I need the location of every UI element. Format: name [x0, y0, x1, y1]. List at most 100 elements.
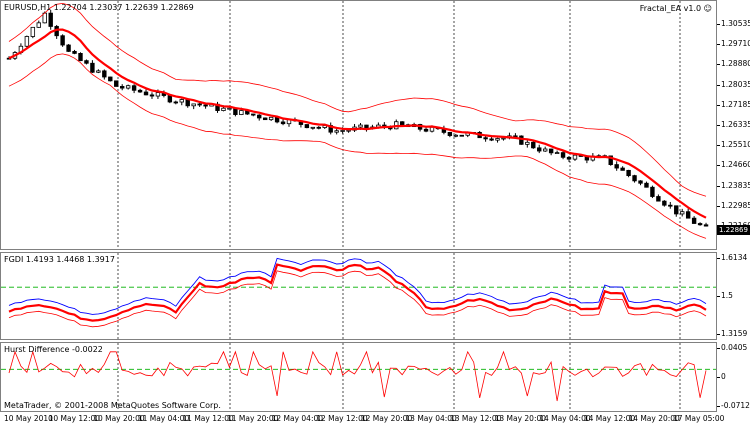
candle-body — [257, 114, 262, 119]
fgdi-upper-line — [8, 257, 707, 315]
time-tick-label: 17 May 05:00 — [673, 414, 725, 423]
candle-body — [459, 134, 464, 137]
fgdi-indicator-pane[interactable]: FGDI 1.4193 1.4468 1.3917 — [0, 252, 717, 340]
candle-body — [620, 167, 625, 171]
candle-body — [125, 85, 131, 89]
candle-body — [191, 103, 196, 107]
axis-tick-label: 1.28880 — [716, 59, 750, 68]
expert-advisor-label: Fractal_EA v1.0 ☺ — [640, 4, 712, 13]
candle-body — [644, 182, 649, 188]
time-tick-label: 11 May 20:00 — [227, 414, 279, 423]
hurst-label: Hurst Difference -0.0022 — [4, 345, 103, 354]
candle-body — [227, 107, 232, 110]
price-chart-pane[interactable]: EURUSD,H1 1.22704 1.23037 1.22639 1.2286… — [0, 0, 717, 250]
time-tick-label: 13 May 20:00 — [494, 414, 547, 423]
candle-body — [179, 99, 184, 103]
candle-body — [96, 70, 101, 73]
candle-body — [453, 134, 459, 137]
candle-body — [626, 169, 631, 177]
candle-body — [662, 200, 667, 206]
axis-tick-label: 1.6134 — [716, 253, 748, 262]
axis-tick-label: 1.24660 — [716, 160, 750, 169]
axis-tick-label: 1.26335 — [716, 120, 750, 129]
candle-body — [66, 44, 71, 52]
fgdi-lower-line — [8, 270, 707, 328]
axis-tick-label: 1.25510 — [716, 140, 750, 149]
candle-body — [542, 148, 548, 152]
fgdi-chart-canvas — [1, 253, 716, 339]
candle-body — [560, 152, 566, 158]
hurst-indicator-pane[interactable]: Hurst Difference -0.0022 MetaTrader, © 2… — [0, 342, 717, 412]
fgdi-axis: 1.6134 1.5 1.3159 — [716, 252, 750, 340]
candle-body — [48, 12, 53, 27]
candle-body — [340, 130, 345, 132]
candle-body — [119, 86, 125, 89]
candle-body — [334, 130, 339, 133]
copyright-text: MetaTrader, © 2001-2008 MetaQuotes Softw… — [4, 401, 221, 410]
candle-body — [102, 70, 107, 78]
candle-body — [90, 62, 95, 73]
candle-body — [548, 148, 554, 154]
smiley-icon: ☺ — [703, 4, 712, 13]
candle-body — [167, 95, 173, 103]
candle-body — [24, 36, 30, 47]
candle-body — [316, 126, 321, 129]
candle-body — [78, 53, 83, 62]
candle-body — [268, 116, 274, 121]
time-tick-label: 12 May 20:00 — [360, 414, 413, 423]
candle-body — [614, 164, 619, 169]
candle-body — [668, 204, 673, 207]
axis-tick-label: 1.22985 — [716, 201, 750, 210]
candle-body — [36, 22, 41, 28]
candle-body — [566, 156, 572, 160]
candle-body — [638, 180, 643, 184]
time-tick-label: 14 May 12:00 — [583, 414, 636, 423]
candle-body — [358, 124, 363, 128]
candle-body — [423, 128, 429, 132]
axis-tick-label: 1.23835 — [716, 181, 750, 190]
candle-body — [346, 129, 351, 132]
candle-body — [447, 132, 453, 136]
candle-body — [489, 138, 494, 141]
time-tick-label: 13 May 04:00 — [405, 414, 457, 423]
price-axis: 1.30535 1.29710 1.28880 1.28035 1.27185 1.263… — [716, 0, 750, 250]
candle-body — [197, 103, 202, 106]
candle-body — [30, 26, 36, 37]
axis-tick-label: 0.0405 — [716, 343, 748, 352]
candle-body — [185, 99, 190, 107]
candle-body — [108, 76, 113, 82]
axis-tick-label: 1.30535 — [716, 19, 750, 28]
candle-body — [537, 147, 542, 152]
hurst-difference-line — [8, 350, 707, 402]
candle-body — [691, 217, 697, 224]
candle-body — [531, 141, 536, 149]
time-axis: 10 May 2010 10 May 12:00 10 May 20:00 11 Ma… — [0, 412, 724, 425]
candle-body — [685, 211, 691, 219]
price-chart-canvas — [6, 1, 709, 249]
candle-body — [173, 101, 179, 104]
time-tick-label: 10 May 2010 — [4, 414, 53, 423]
axis-tick-label: 1.29710 — [716, 39, 750, 48]
fgdi-label: FGDI 1.4193 1.4468 1.3917 — [4, 255, 115, 264]
time-tick-label: 11 May 04:00 — [137, 414, 190, 423]
candle-body — [114, 80, 119, 87]
candle-body — [149, 94, 155, 97]
candle-body — [697, 223, 703, 226]
candle-body — [501, 137, 506, 140]
axis-tick-label: 1.27185 — [716, 100, 750, 109]
axis-tick-label: 0 — [717, 372, 726, 381]
candle-body — [703, 224, 709, 227]
candle-body — [632, 175, 637, 182]
candle-body — [310, 126, 316, 129]
time-tick-label: 12 May 12:00 — [316, 414, 368, 423]
candle-body — [251, 113, 256, 116]
time-tick-label: 14 May 04:00 — [539, 414, 591, 423]
candle-body — [221, 107, 226, 111]
time-tick-label: 12 May 04:00 — [271, 414, 324, 423]
candle-body — [483, 137, 488, 140]
candle-body — [304, 124, 310, 129]
candle-body — [608, 155, 613, 165]
axis-tick-label: 1.28035 — [716, 80, 750, 89]
candle-body — [572, 154, 578, 160]
candle-body — [554, 152, 560, 155]
